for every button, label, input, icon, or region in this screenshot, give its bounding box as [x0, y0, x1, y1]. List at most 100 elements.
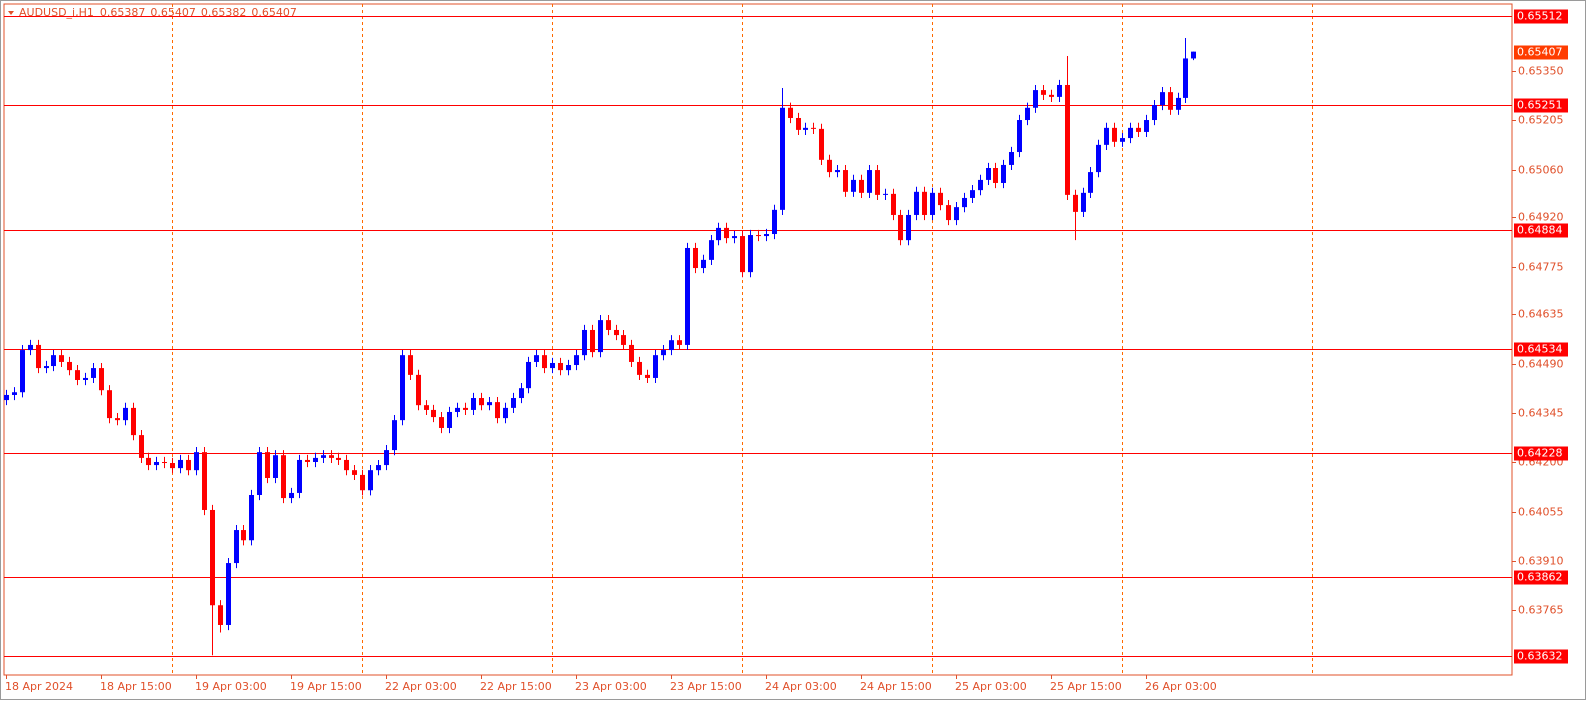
- candle-body: [780, 107, 785, 210]
- candle-body: [281, 455, 286, 499]
- candle-body: [629, 344, 634, 362]
- candle-body: [75, 370, 80, 380]
- candle-body: [12, 392, 17, 395]
- candle-body: [234, 530, 239, 564]
- candle-body: [297, 459, 302, 493]
- candle-body: [139, 435, 144, 458]
- high-price: 0.65407: [150, 6, 196, 19]
- y-tick-label: 0.64490: [1518, 358, 1564, 371]
- candle-body: [107, 390, 112, 419]
- candle-body: [1112, 127, 1117, 142]
- candle-body: [36, 344, 41, 369]
- candle-body: [661, 350, 666, 356]
- x-tick-label: 25 Apr 15:00: [1050, 680, 1122, 693]
- candle-body: [202, 452, 207, 510]
- candle-body: [716, 227, 721, 241]
- candle-body: [146, 457, 151, 466]
- candle-body: [162, 461, 167, 464]
- y-tick-label: 0.64345: [1518, 407, 1564, 420]
- y-tick-label: 0.65350: [1518, 65, 1564, 78]
- candle-body: [542, 355, 547, 369]
- candle-body: [1049, 94, 1054, 97]
- candle-body: [930, 192, 935, 215]
- candle-body: [986, 168, 991, 180]
- candle-body: [645, 374, 650, 378]
- candle-body: [83, 377, 88, 380]
- level-label: 0.64228: [1517, 447, 1563, 460]
- candle-body: [796, 117, 801, 130]
- level-label-box: [1514, 649, 1568, 664]
- level-label: 0.64534: [1517, 343, 1563, 356]
- candle-body: [352, 470, 357, 475]
- candle-body: [1017, 120, 1022, 153]
- level-label-box: [1514, 342, 1568, 357]
- x-tick-label: 24 Apr 03:00: [765, 680, 837, 693]
- candle-body: [479, 398, 484, 406]
- candle-body: [471, 398, 476, 410]
- candle-body: [566, 365, 571, 371]
- candle-body: [210, 509, 215, 606]
- x-tick-label: 25 Apr 03:00: [955, 680, 1027, 693]
- candle-body: [764, 234, 769, 237]
- candle-body: [463, 407, 468, 410]
- close-price: 0.65407: [251, 6, 297, 19]
- open-price: 0.65387: [100, 6, 146, 19]
- plot-frame: [3, 3, 1513, 676]
- candle-body: [519, 388, 524, 399]
- candle-body: [740, 236, 745, 273]
- level-label: 0.63632: [1517, 650, 1563, 663]
- candle-body: [487, 402, 492, 406]
- candle-body: [218, 605, 223, 625]
- candle-body: [677, 340, 682, 345]
- candle-body: [495, 402, 500, 419]
- candle-body: [44, 366, 49, 369]
- level-label-box: [1514, 223, 1568, 238]
- candle-body: [938, 192, 943, 206]
- candle-body: [1120, 138, 1125, 142]
- candle-body: [914, 191, 919, 215]
- candle-body: [748, 235, 753, 273]
- candle-body: [305, 459, 310, 462]
- symbol-icon: [8, 11, 14, 15]
- candle-body: [447, 411, 452, 428]
- candle-body: [590, 329, 595, 353]
- y-tick-label: 0.64055: [1518, 506, 1564, 519]
- candle-body: [891, 193, 896, 215]
- candle-body: [685, 247, 690, 345]
- candle-body: [241, 530, 246, 541]
- level-label: 0.63862: [1517, 571, 1563, 584]
- candle-body: [59, 355, 64, 362]
- candle-body: [408, 355, 413, 375]
- candle-body: [170, 463, 175, 469]
- candle-body: [867, 170, 872, 193]
- candle-body: [321, 455, 326, 458]
- level-label: 0.65512: [1517, 10, 1563, 23]
- candle-body: [1144, 120, 1149, 132]
- candle-body: [376, 465, 381, 471]
- candle-body: [534, 355, 539, 362]
- candle-body: [368, 470, 373, 491]
- candle-body: [154, 461, 159, 466]
- candle-body: [1160, 92, 1165, 106]
- level-label: 0.65251: [1517, 99, 1563, 112]
- x-tick-label: 24 Apr 15:00: [860, 680, 932, 693]
- candle-body: [131, 407, 136, 436]
- candle-body: [875, 170, 880, 195]
- candle-body: [1081, 192, 1086, 212]
- symbol: AUDUSD_i,H1: [19, 6, 94, 19]
- candle-body: [1057, 84, 1062, 97]
- y-tick-label: 0.64775: [1518, 261, 1564, 274]
- candle-body: [946, 205, 951, 221]
- candle-body: [336, 457, 341, 460]
- candle-body: [51, 355, 56, 367]
- candle-body: [344, 459, 349, 471]
- candle-body: [653, 355, 658, 378]
- candle-body: [772, 209, 777, 235]
- candle-body: [1009, 152, 1014, 165]
- candle-body: [1136, 127, 1141, 132]
- candle-body: [329, 455, 334, 458]
- candle-body: [186, 459, 191, 471]
- candle-body: [598, 320, 603, 353]
- candle-body: [1183, 58, 1188, 98]
